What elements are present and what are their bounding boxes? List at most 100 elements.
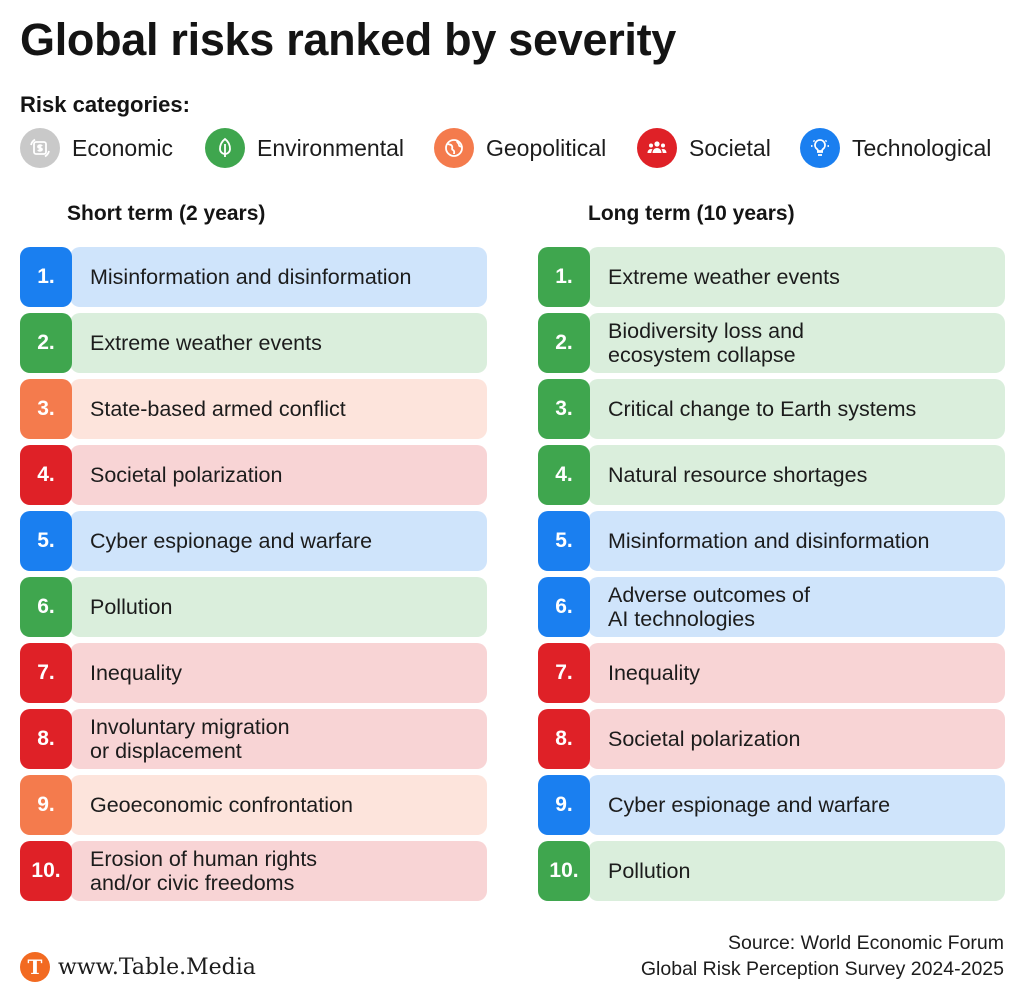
risk-rank: 5.: [20, 511, 72, 571]
risk-row-short_term-3: 3. State-based armed conflict: [20, 379, 487, 439]
risk-row-long_term-5: 5. Misinformation and disinformation: [538, 511, 1005, 571]
risk-rank: 7.: [538, 643, 590, 703]
risk-label: Extreme weather events: [608, 265, 840, 289]
risk-label: Extreme weather events: [90, 331, 322, 355]
source-line-2: Global Risk Perception Survey 2024-2025: [640, 958, 1004, 980]
risk-label: Involuntary migration or displacement: [90, 715, 290, 763]
legend-item-societal: Societal: [637, 126, 771, 170]
people-icon: [637, 128, 677, 168]
risk-row-long_term-4: 4. Natural resource shortages: [538, 445, 1005, 505]
risk-label-box: Extreme weather events: [588, 247, 1005, 307]
risk-label-box: Pollution: [588, 841, 1005, 901]
risk-label-box: Pollution: [70, 577, 487, 637]
risk-label-box: Extreme weather events: [70, 313, 487, 373]
risk-label-box: Involuntary migration or displacement: [70, 709, 487, 769]
risk-row-long_term-3: 3. Critical change to Earth systems: [538, 379, 1005, 439]
risk-label: Societal polarization: [608, 727, 801, 751]
risk-label: Erosion of human rights and/or civic fre…: [90, 847, 318, 895]
lightbulb-icon: [800, 128, 840, 168]
risk-row-long_term-1: 1. Extreme weather events: [538, 247, 1005, 307]
risk-row-short_term-8: 8. Involuntary migration or displacement: [20, 709, 487, 769]
risk-label-box: State-based armed conflict: [70, 379, 487, 439]
risk-label-box: Misinformation and disinformation: [588, 511, 1005, 571]
risk-row-long_term-9: 9. Cyber espionage and warfare: [538, 775, 1005, 835]
legend-item-geopolitical: Geopolitical: [434, 126, 606, 170]
risk-label-box: Erosion of human rights and/or civic fre…: [70, 841, 487, 901]
risk-label-box: Cyber espionage and warfare: [588, 775, 1005, 835]
risk-categories-heading: Risk categories:: [20, 92, 190, 117]
risk-row-short_term-1: 1. Misinformation and disinformation: [20, 247, 487, 307]
risk-label-box: Cyber espionage and warfare: [70, 511, 487, 571]
risk-label: Cyber espionage and warfare: [90, 529, 373, 553]
risk-label: Inequality: [90, 661, 183, 685]
risk-label-box: Inequality: [588, 643, 1005, 703]
risk-label-box: Biodiversity loss and ecosystem collapse: [588, 313, 1005, 373]
risk-rank: 10.: [538, 841, 590, 901]
risk-label: Inequality: [608, 661, 701, 685]
legend-label: Geopolitical: [486, 134, 607, 161]
risk-rank: 5.: [538, 511, 590, 571]
legend-label: Societal: [689, 134, 771, 161]
risk-rank: 1.: [20, 247, 72, 307]
risk-rank: 6.: [20, 577, 72, 637]
risk-label-box: Geoeconomic confrontation: [70, 775, 487, 835]
risk-rank: 10.: [20, 841, 72, 901]
legend-label: Technological: [852, 134, 992, 161]
globe-icon: [434, 128, 474, 168]
risk-rank: 1.: [538, 247, 590, 307]
leaf-icon: [205, 128, 245, 168]
risk-rank: 3.: [20, 379, 72, 439]
risk-rank: 4.: [20, 445, 72, 505]
risk-row-short_term-2: 2. Extreme weather events: [20, 313, 487, 373]
risk-row-short_term-9: 9. Geoeconomic confrontation: [20, 775, 487, 835]
risk-row-long_term-10: 10. Pollution: [538, 841, 1005, 901]
risk-rank: 9.: [20, 775, 72, 835]
risk-label-box: Critical change to Earth systems: [588, 379, 1005, 439]
risk-row-short_term-7: 7. Inequality: [20, 643, 487, 703]
risk-row-short_term-10: 10. Erosion of human rights and/or civic …: [20, 841, 487, 901]
risk-row-short_term-4: 4. Societal polarization: [20, 445, 487, 505]
risk-rank: 4.: [538, 445, 590, 505]
risk-rank: 8.: [538, 709, 590, 769]
risk-row-short_term-5: 5. Cyber espionage and warfare: [20, 511, 487, 571]
legend-item-technological: Technological: [800, 126, 991, 170]
risk-row-long_term-7: 7. Inequality: [538, 643, 1005, 703]
risk-label: Pollution: [90, 595, 173, 619]
risk-label: Cyber espionage and warfare: [608, 793, 891, 817]
risk-row-long_term-6: 6. Adverse outcomes of AI technologies: [538, 577, 1005, 637]
page-title: Global risks ranked by severity: [20, 14, 677, 65]
risk-rank: 9.: [538, 775, 590, 835]
risk-label: Misinformation and disinformation: [608, 529, 930, 553]
legend-item-economic: Economic: [20, 126, 173, 170]
short-term-list: 1. Misinformation and disinformation 2. Ext…: [20, 247, 487, 907]
risk-label: Natural resource shortages: [608, 463, 868, 487]
risk-label-box: Misinformation and disinformation: [70, 247, 487, 307]
category-legend: Economic Environmental Geopolitical: [20, 126, 1010, 170]
risk-rank: 8.: [20, 709, 72, 769]
risk-rank: 3.: [538, 379, 590, 439]
table-media-logo: T: [20, 952, 50, 982]
brand-url: www.Table.Media: [58, 954, 256, 980]
risk-label: Biodiversity loss and ecosystem collapse: [608, 319, 804, 367]
risk-label: Geoeconomic confrontation: [90, 793, 353, 817]
risk-label-box: Inequality: [70, 643, 487, 703]
long-term-list: 1. Extreme weather events 2. Biodiversity l…: [538, 247, 1005, 907]
risk-label: Pollution: [608, 859, 691, 883]
risk-label-box: Societal polarization: [70, 445, 487, 505]
short-term-heading: Short term (2 years): [67, 202, 266, 225]
long-term-heading: Long term (10 years): [588, 202, 795, 225]
source-note: Source: World Economic Forum Global Risk…: [641, 930, 1004, 982]
brand: T www.Table.Media: [20, 950, 256, 984]
risk-label: Misinformation and disinformation: [90, 265, 412, 289]
risk-row-short_term-6: 6. Pollution: [20, 577, 487, 637]
risk-label: Critical change to Earth systems: [608, 397, 917, 421]
risk-row-long_term-8: 8. Societal polarization: [538, 709, 1005, 769]
risk-label: Adverse outcomes of AI technologies: [608, 583, 810, 631]
risk-rank: 6.: [538, 577, 590, 637]
risk-label-box: Societal polarization: [588, 709, 1005, 769]
legend-label: Environmental: [257, 134, 405, 161]
risk-label: State-based armed conflict: [90, 397, 346, 421]
risk-rank: 2.: [538, 313, 590, 373]
legend-label: Economic: [72, 134, 173, 161]
risk-label-box: Adverse outcomes of AI technologies: [588, 577, 1005, 637]
